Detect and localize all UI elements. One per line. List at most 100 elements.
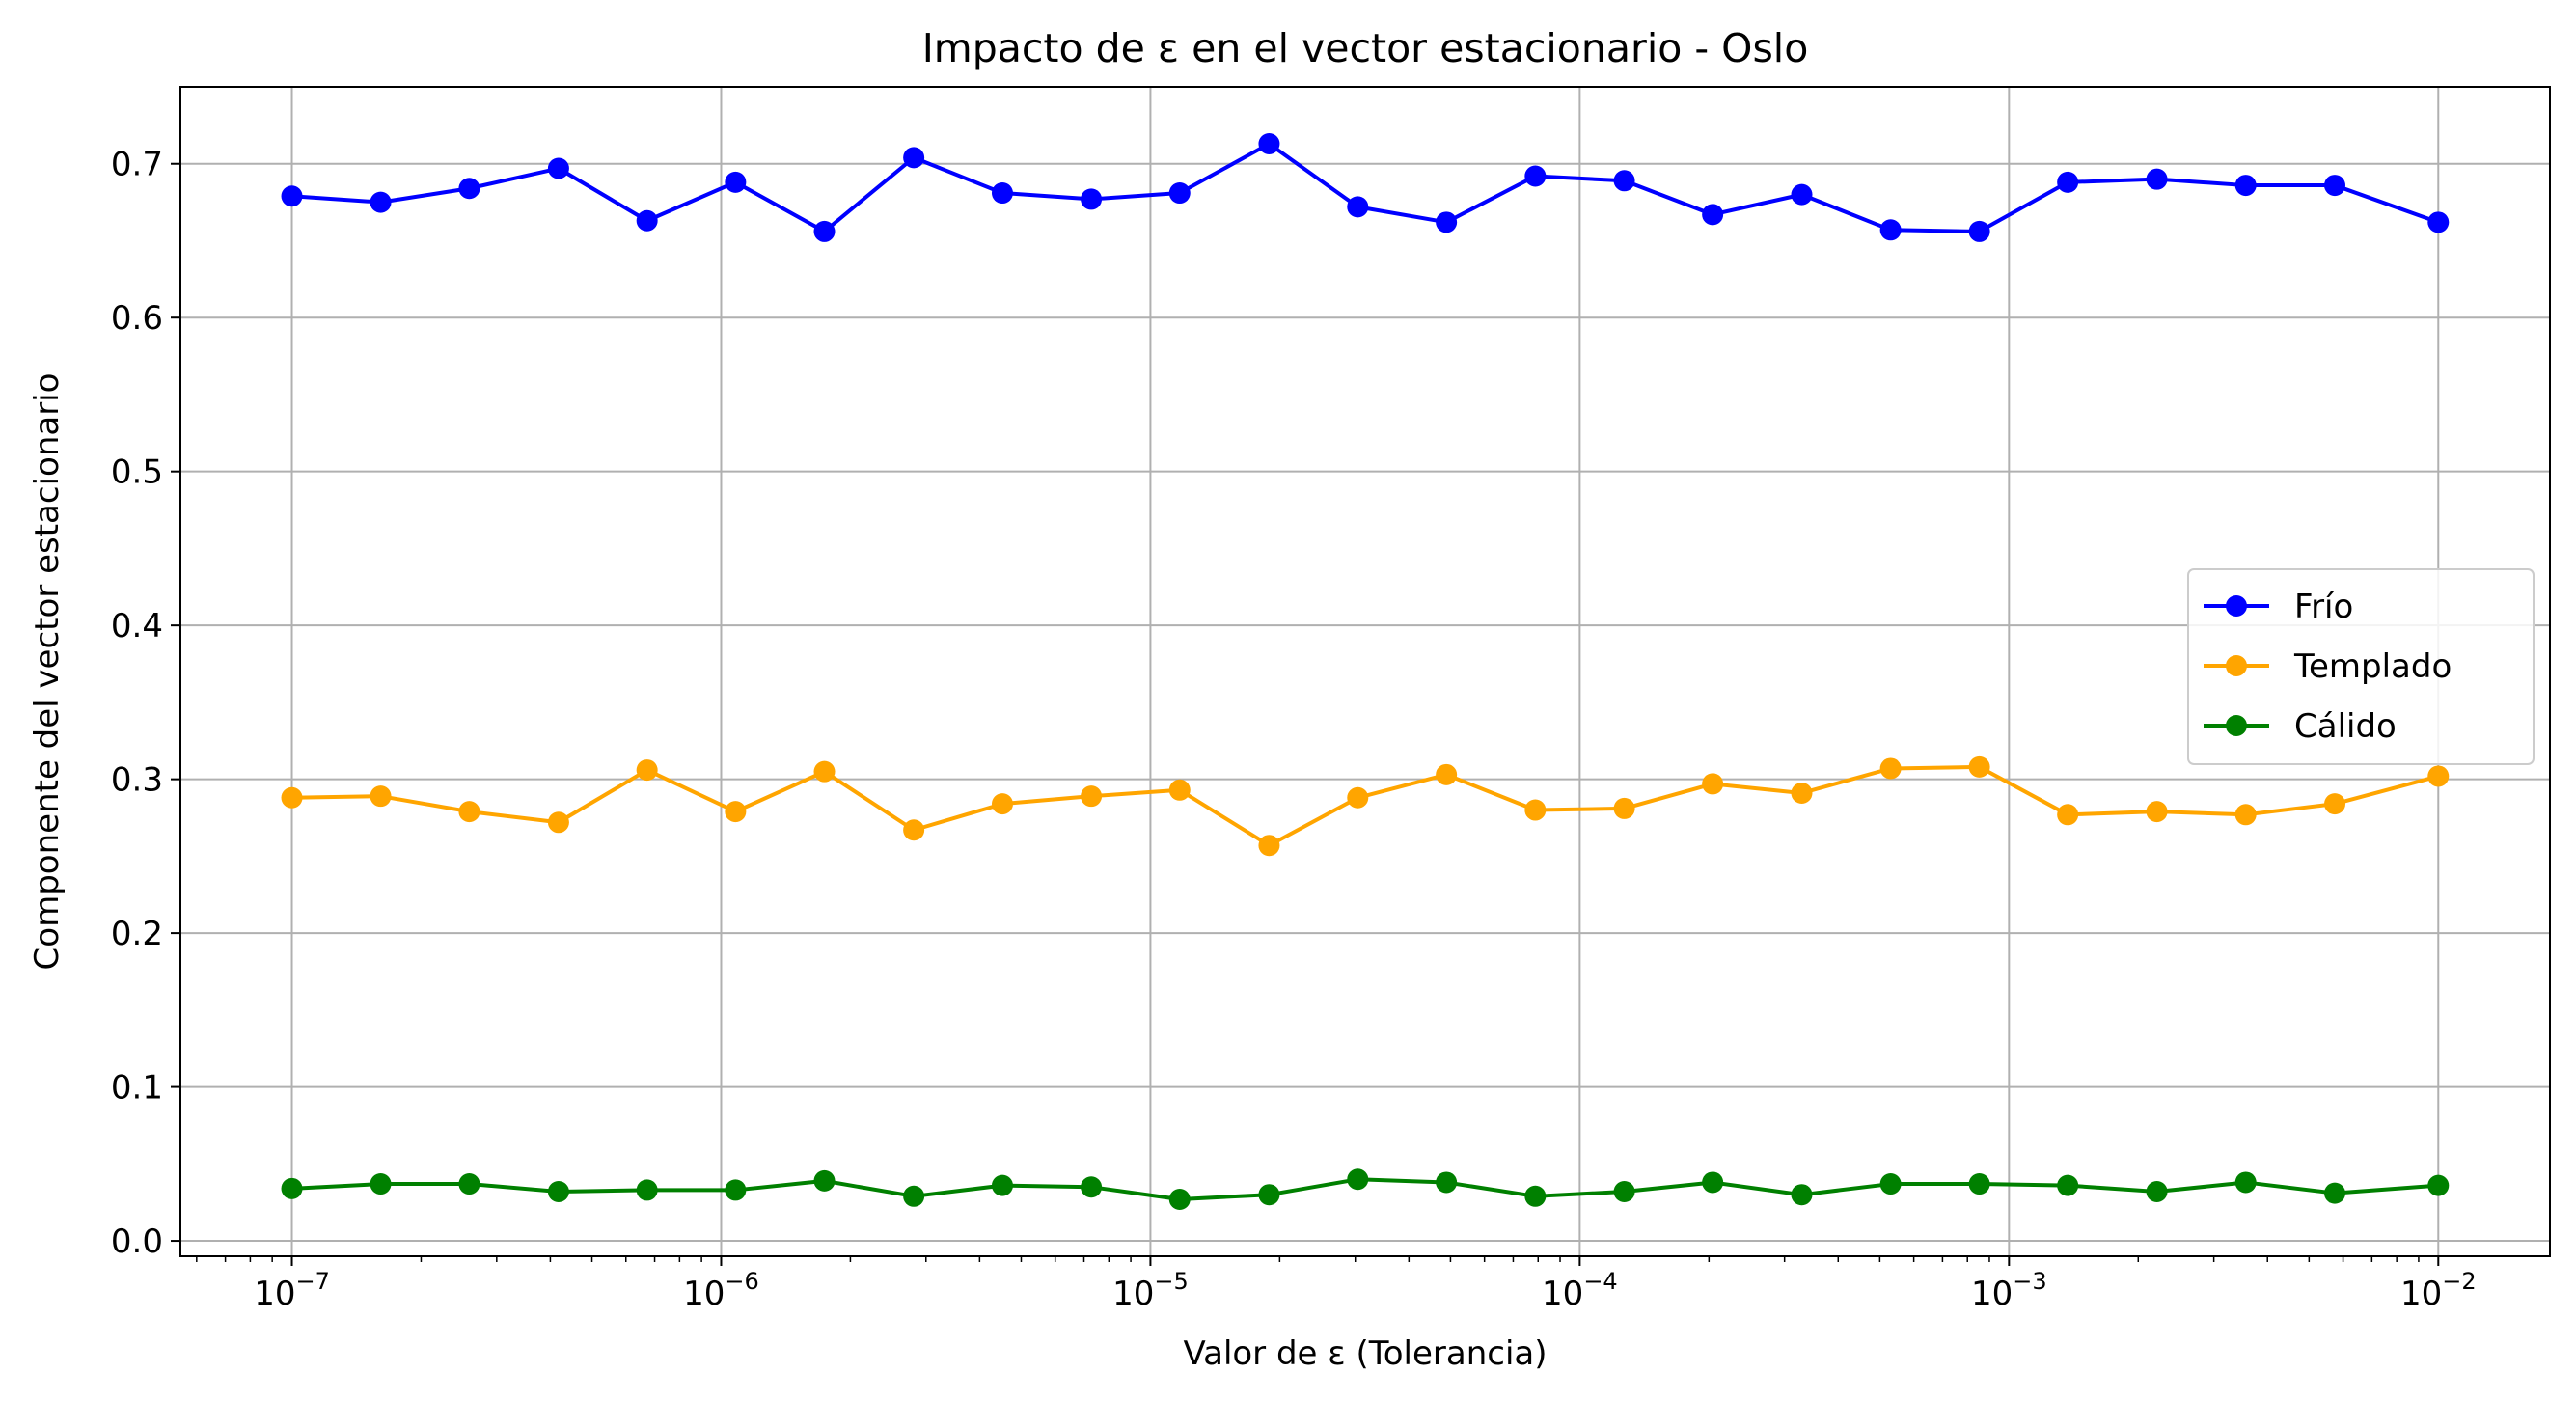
data-point [1613,170,1635,192]
data-point [1613,797,1635,819]
data-point [1968,220,1990,242]
data-point [2234,804,2257,826]
data-point [1791,183,1813,206]
data-point [1791,782,1813,804]
data-point [725,1179,747,1201]
data-point [2427,211,2450,234]
data-point [1168,182,1191,205]
plot-frame [179,86,2551,1257]
legend-item-fr-o: Frío [2204,588,2353,626]
data-point [1879,1173,1902,1195]
x-tick-label: 10−4 [1542,1268,1618,1313]
data-point [2146,168,2168,190]
data-point [725,801,747,823]
x-tick-label: 10−3 [1971,1268,2047,1313]
data-point [2324,793,2346,815]
data-point [281,185,303,207]
data-point [636,759,658,782]
data-point [2324,175,2346,197]
data-point [1081,785,1103,808]
data-point [2324,1182,2346,1204]
data-point [636,209,658,232]
series-c-lido [281,1168,2450,1210]
legend-box [2187,568,2535,765]
data-point [1347,786,1369,809]
y-tick-label: 0.1 [111,1069,163,1108]
data-point [991,182,1013,205]
x-axis-label: Valor de ε (Tolerancia) [1183,1334,1547,1373]
data-point [1968,1173,1990,1195]
data-point [2234,175,2257,197]
data-point [281,1177,303,1199]
series-layer [281,133,2450,1210]
data-point [1436,763,1458,785]
data-point [813,760,836,783]
data-point [1347,1168,1369,1191]
chart-title: Impacto de ε en el vector estacionario -… [922,25,1809,71]
legend-marker [2226,595,2247,617]
data-point [281,786,303,809]
data-point [370,785,392,808]
y-axis-label: Componente del vector estacionario [28,373,67,971]
data-point [1168,1188,1191,1210]
data-point [1702,773,1724,795]
data-point [813,1169,836,1192]
y-tick-label: 0.4 [111,607,163,646]
data-point [2057,171,2079,193]
data-point [458,178,480,200]
data-point [1879,219,1902,241]
y-tick-label: 0.3 [111,761,163,800]
y-tick-label: 0.2 [111,915,163,953]
data-point [547,811,569,834]
data-point [1524,1185,1547,1207]
data-point [2146,1181,2168,1203]
data-point [813,220,836,242]
data-point [1436,211,1458,234]
legend-label: Templado [2293,647,2452,686]
data-point [1081,188,1103,210]
data-point [1702,1171,1724,1194]
x-tick-label: 10−2 [2400,1268,2477,1313]
data-point [1258,835,1280,857]
series-fr-o [281,133,2450,242]
data-point [1791,1184,1813,1206]
data-point [547,157,569,179]
data-point [2427,765,2450,787]
data-point [458,1173,480,1195]
data-point [1347,196,1369,218]
data-point [1081,1176,1103,1198]
data-point [2057,804,2079,826]
series-templado [281,755,2450,857]
legend-label: Cálido [2294,707,2397,746]
legend-label: Frío [2294,588,2353,626]
data-point [2234,1171,2257,1194]
data-point [991,793,1013,815]
data-point [2427,1174,2450,1196]
data-point [1436,1171,1458,1194]
data-point [1702,204,1724,226]
legend-item-c-lido: Cálido [2204,707,2397,746]
data-point [458,801,480,823]
data-point [903,147,925,169]
data-point [1258,1184,1280,1206]
data-point [1524,165,1547,187]
data-point [2146,801,2168,823]
data-point [2057,1174,2079,1196]
y-tick-label: 0.0 [111,1222,163,1261]
x-tick-label: 10−6 [683,1268,759,1313]
data-point [636,1179,658,1201]
ticks: 0.0 0.1 0.2 0.3 0.4 0.5 0.6 0.7 10−7 10−6 10−5 10−4… [111,146,2477,1313]
data-point [1258,133,1280,155]
data-point [1968,755,1990,778]
legend: Frío Templado Cálido [2187,568,2535,765]
data-point [725,171,747,193]
y-tick-label: 0.7 [111,146,163,184]
data-point [903,1185,925,1207]
legend-marker [2226,655,2247,676]
grid [180,87,2550,1256]
data-point [547,1181,569,1203]
data-point [1168,779,1191,801]
data-point [1613,1181,1635,1203]
